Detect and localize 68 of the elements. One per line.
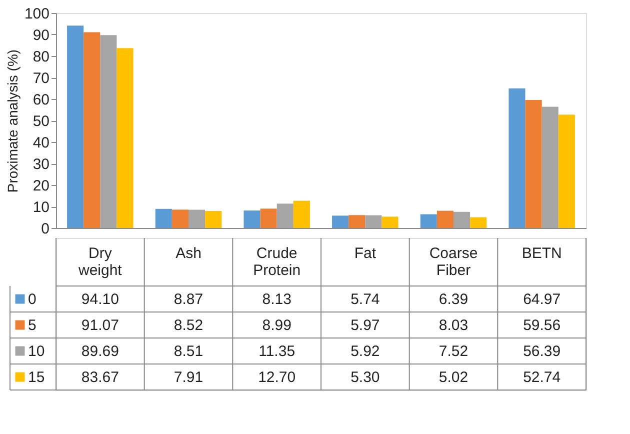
y-tick-label: 20 xyxy=(32,178,50,194)
data-label: 12.70 xyxy=(258,369,296,386)
bar xyxy=(332,216,349,228)
bar xyxy=(525,100,542,228)
y-tick-label: 60 xyxy=(32,92,50,108)
bar xyxy=(420,214,437,228)
x-tick-label: Ash xyxy=(176,245,202,262)
data-label: 7.91 xyxy=(174,369,204,386)
bar xyxy=(276,204,294,228)
x-tick-label: Dry weight xyxy=(77,245,123,279)
bar xyxy=(244,210,260,228)
bar xyxy=(382,216,398,228)
data-label: 8.52 xyxy=(174,317,204,334)
y-tick-label: 70 xyxy=(32,70,50,87)
bar xyxy=(172,210,188,228)
bar xyxy=(67,26,84,228)
data-label: 7.52 xyxy=(438,343,468,360)
data-label: 5.74 xyxy=(350,291,380,308)
data-label: 6.39 xyxy=(438,291,468,308)
data-label: 89.69 xyxy=(81,343,119,360)
data-label: 91.07 xyxy=(81,317,119,334)
bar xyxy=(155,208,172,228)
data-label: 83.67 xyxy=(81,369,119,386)
bar xyxy=(100,35,117,228)
data-label: 5.30 xyxy=(350,369,380,386)
data-label: 59.56 xyxy=(523,317,561,334)
data-label: 64.97 xyxy=(523,291,561,308)
data-label: 5.02 xyxy=(438,369,468,386)
y-axis-title: Proximate analysis (%) xyxy=(4,49,20,193)
data-label: 8.99 xyxy=(262,317,292,334)
bar xyxy=(454,212,470,228)
bar xyxy=(436,210,454,228)
bar xyxy=(542,106,558,228)
y-tick-label: 10 xyxy=(32,199,50,216)
bar xyxy=(365,215,382,228)
data-label: 11.35 xyxy=(258,343,296,360)
data-label: 8.03 xyxy=(438,317,468,334)
bar xyxy=(293,200,310,228)
bar xyxy=(260,208,277,228)
x-tick-label: Crude Protein xyxy=(253,245,301,279)
bar xyxy=(205,210,222,228)
data-label: 8.13 xyxy=(262,291,292,308)
data-label: 56.39 xyxy=(523,343,561,360)
bar xyxy=(348,215,366,228)
y-tick-label: 0 xyxy=(41,220,50,238)
data-label: 5.97 xyxy=(350,317,380,334)
bar xyxy=(470,217,487,228)
bar xyxy=(508,88,526,228)
y-tick-label: 40 xyxy=(32,134,50,152)
data-label: 94.10 xyxy=(81,291,119,308)
data-label: 52.74 xyxy=(523,369,561,386)
x-tick-label: Coarse Fiber xyxy=(429,245,478,279)
data-label: 5.92 xyxy=(350,343,380,360)
y-tick-label: 90 xyxy=(32,27,50,44)
data-label: 8.87 xyxy=(174,291,204,308)
x-tick-label: Fat xyxy=(354,245,377,262)
y-tick-label: 50 xyxy=(32,113,50,130)
bar xyxy=(84,32,100,228)
data-label: 8.51 xyxy=(174,343,204,360)
y-tick-label: 80 xyxy=(32,48,50,66)
y-tick-label: 30 xyxy=(32,156,50,173)
bar xyxy=(188,210,206,228)
y-tick-label: 100 xyxy=(24,6,50,22)
legend-label: 15 xyxy=(28,369,45,386)
x-tick-label: BETN xyxy=(522,245,562,262)
legend-label: 5 xyxy=(28,317,36,334)
bar xyxy=(116,48,134,228)
bar xyxy=(558,114,575,228)
